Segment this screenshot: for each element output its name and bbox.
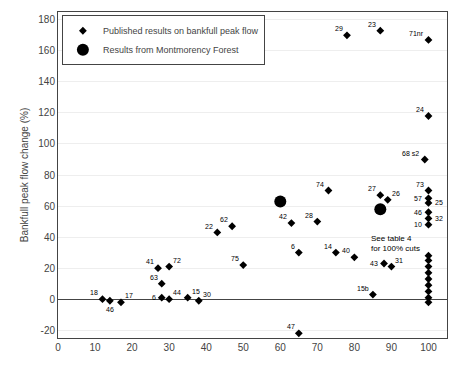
svg-text:60: 60 [275,342,287,353]
svg-text:40: 40 [201,342,213,353]
svg-text:23: 23 [368,21,376,28]
svg-text:40: 40 [342,247,350,254]
svg-text:62: 62 [220,216,228,223]
svg-text:Bankfull peak flow change (%): Bankfull peak flow change (%) [19,108,30,243]
svg-text:80: 80 [349,342,361,353]
svg-text:72: 72 [173,257,181,264]
svg-text:26: 26 [392,190,400,197]
svg-text:74: 74 [316,181,324,188]
svg-text:31: 31 [395,257,403,264]
svg-text:80: 80 [44,170,56,181]
svg-text:Results from Montmorency Fores: Results from Montmorency Forest [103,45,239,55]
svg-text:120: 120 [38,107,55,118]
svg-text:42: 42 [279,213,287,220]
svg-text:27: 27 [368,185,376,192]
svg-text:30: 30 [164,342,176,353]
svg-text:15b: 15b [357,285,369,292]
svg-text:17: 17 [125,292,133,299]
svg-text:20: 20 [127,342,139,353]
svg-text:14: 14 [324,243,332,250]
svg-text:73: 73 [416,181,424,188]
svg-text:50: 50 [238,342,250,353]
svg-text:71nr: 71nr [409,30,424,37]
svg-text:57: 57 [414,195,422,202]
svg-text:75: 75 [231,255,239,262]
svg-text:47: 47 [287,323,295,330]
svg-text:100: 100 [38,138,55,149]
svg-text:15: 15 [192,288,200,295]
svg-text:63: 63 [150,274,158,281]
svg-text:68 s2: 68 s2 [402,150,419,157]
svg-text:90: 90 [386,342,398,353]
svg-text:40: 40 [44,232,56,243]
svg-text:100: 100 [420,342,437,353]
svg-text:41: 41 [146,258,154,265]
svg-text:60: 60 [44,201,56,212]
svg-text:10: 10 [89,342,101,353]
svg-text:24: 24 [416,106,424,113]
svg-text:140: 140 [38,76,55,87]
svg-text:25: 25 [435,199,443,206]
svg-text:32: 32 [435,215,443,222]
svg-text:20: 20 [44,263,56,274]
svg-text:180: 180 [38,14,55,25]
svg-text:-20: -20 [41,325,56,336]
svg-text:46: 46 [106,306,114,313]
svg-text:44: 44 [173,289,181,296]
svg-text:See table 4for 100% cuts: See table 4for 100% cuts [371,234,420,253]
svg-text:0: 0 [55,342,61,353]
svg-text:6: 6 [291,243,295,250]
svg-text:70: 70 [312,342,324,353]
svg-text:29: 29 [335,25,343,32]
svg-text:0: 0 [49,294,55,305]
svg-text:160: 160 [38,45,55,56]
svg-text:Published results on bankfull: Published results on bankfull peak flow [103,26,259,36]
svg-text:10: 10 [414,221,422,228]
svg-text:6: 6 [152,294,156,301]
svg-text:46: 46 [414,209,422,216]
svg-text:43: 43 [370,260,378,267]
svg-text:30: 30 [203,291,211,298]
svg-text:18: 18 [90,289,98,296]
svg-text:28: 28 [305,212,313,219]
svg-text:22: 22 [205,223,213,230]
